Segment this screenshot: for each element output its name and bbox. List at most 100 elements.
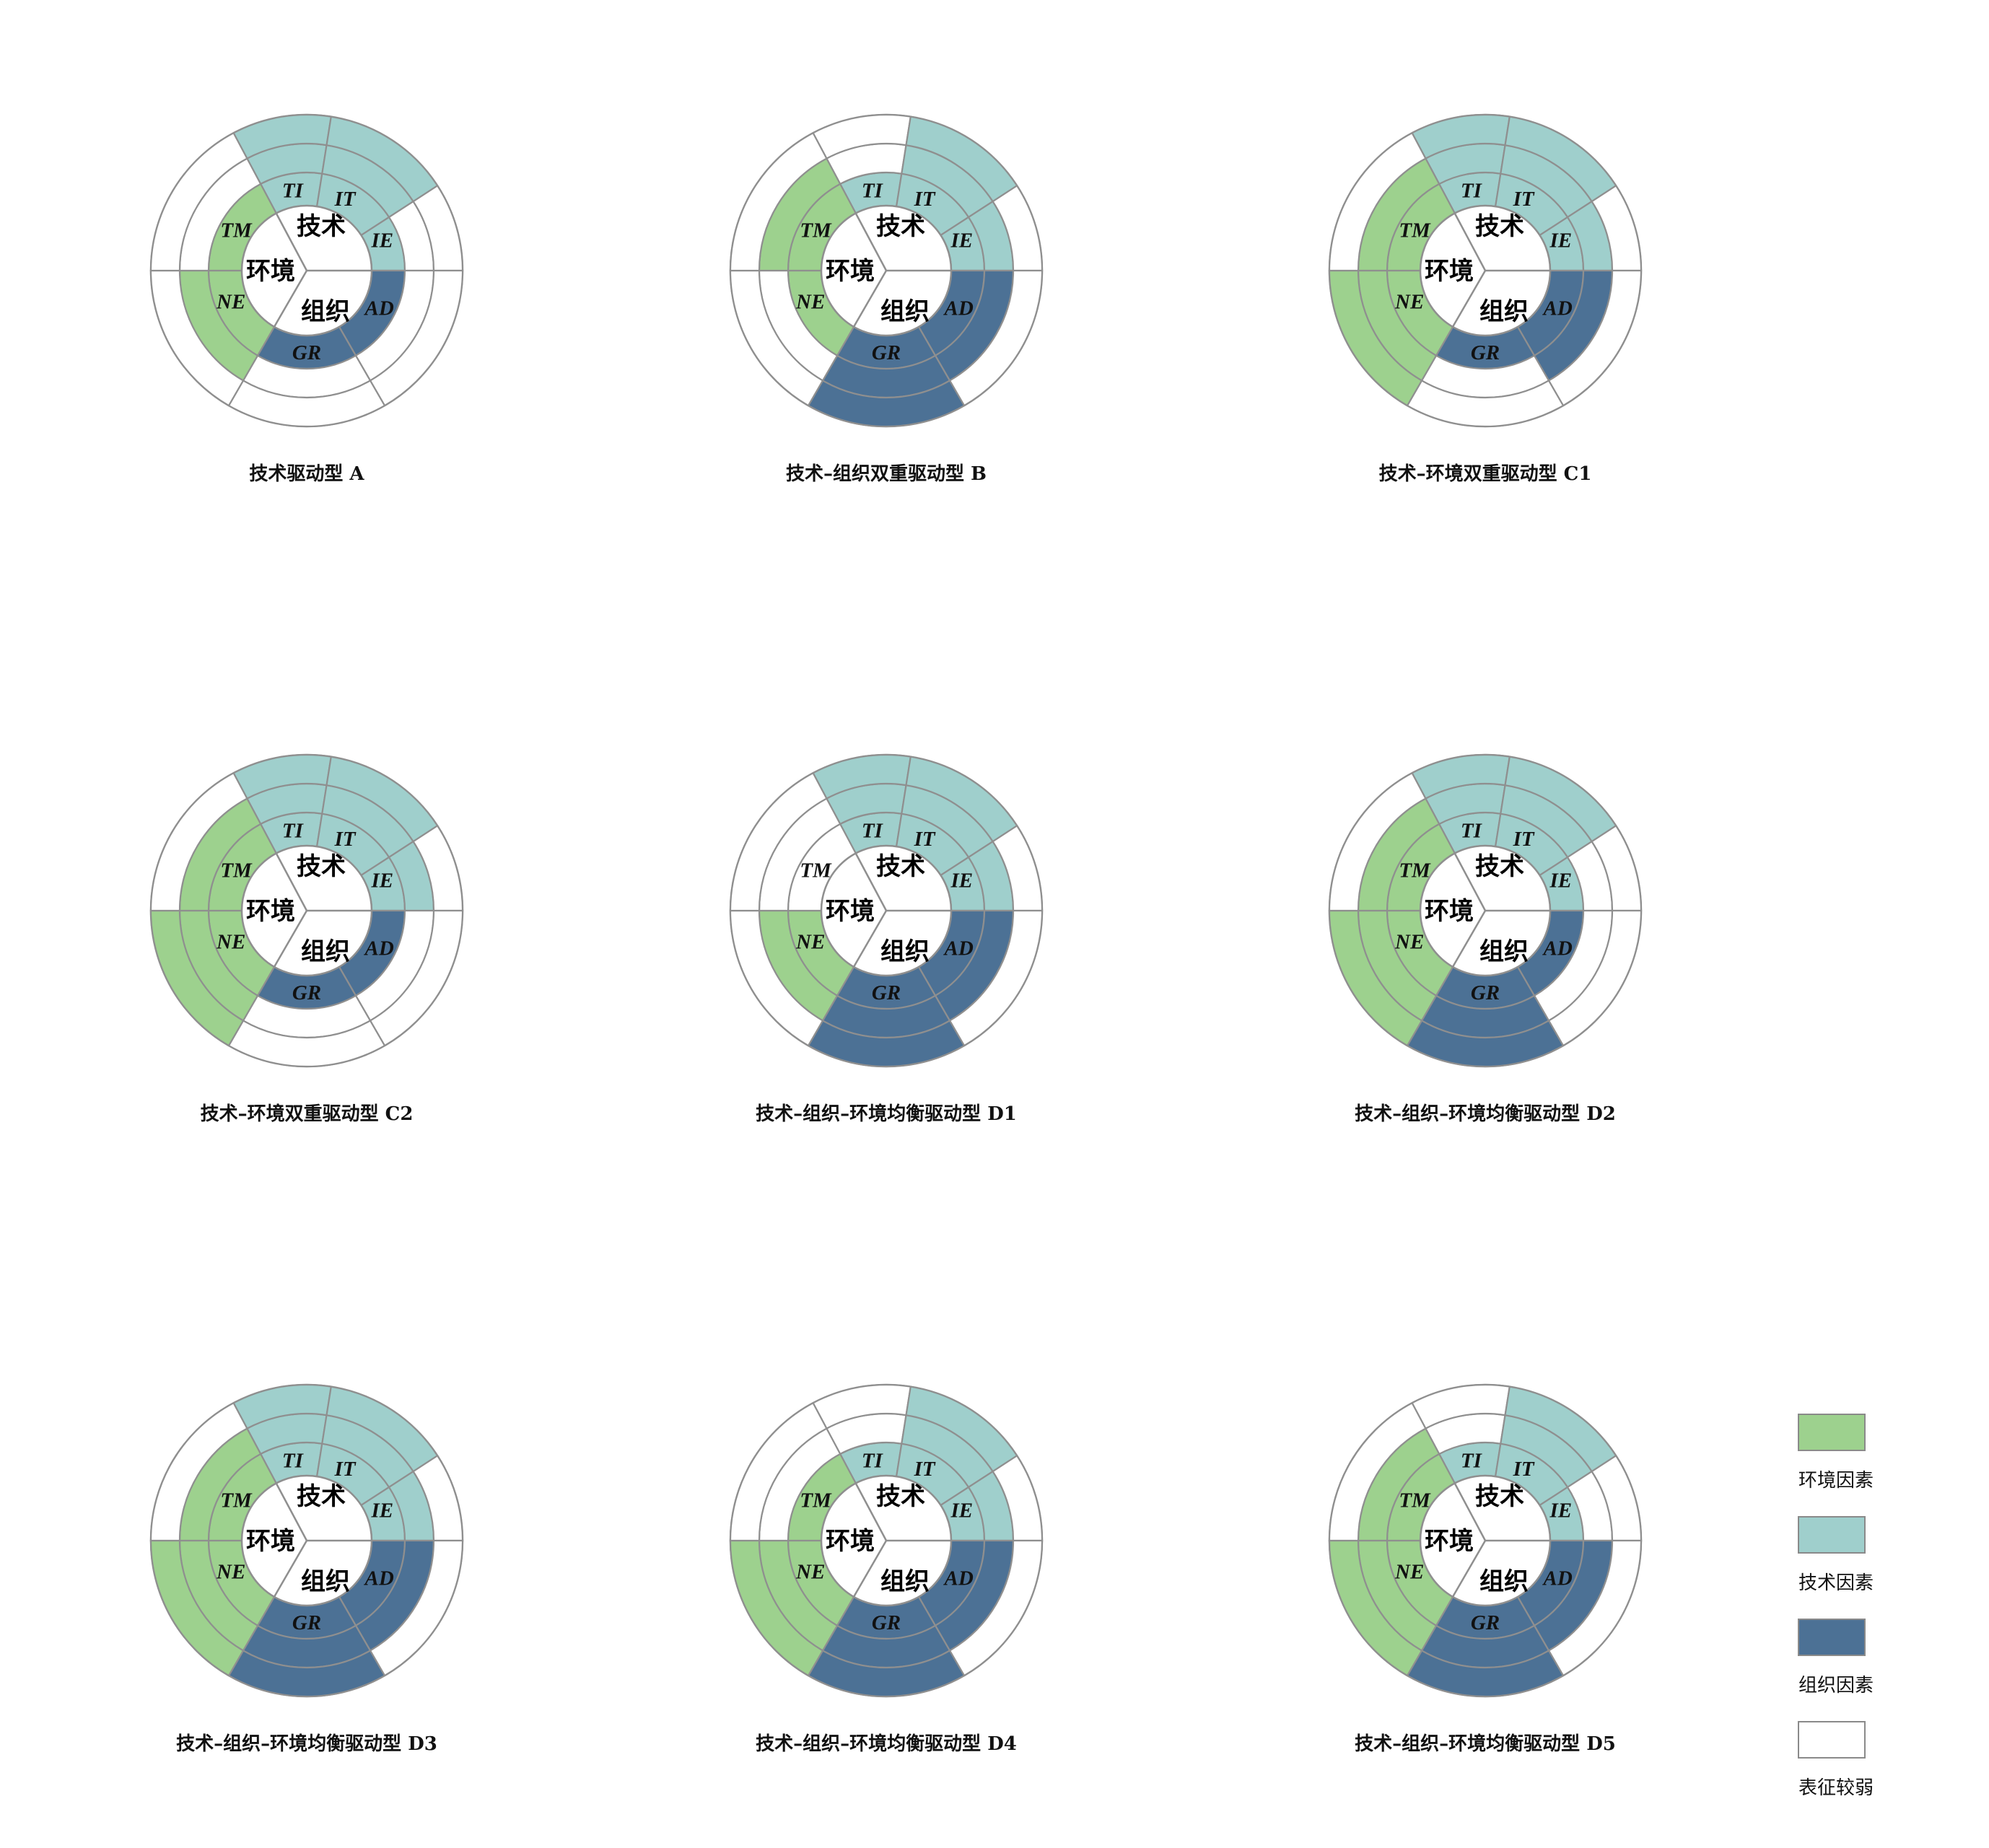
factor-sector-it: IT (895, 1385, 1018, 1507)
ring-segment (729, 909, 824, 1047)
ring-segment (807, 379, 966, 428)
ring-segment (1547, 269, 1643, 407)
diagram-caption: 技术–组织–环境均衡驱动型 D1 (756, 1103, 1017, 1125)
factor-label: TM (800, 1489, 832, 1512)
factor-label: TI (282, 820, 305, 843)
legend-swatch (1798, 1516, 1866, 1554)
factor-label: AD (364, 1567, 394, 1590)
factor-label: AD (943, 937, 974, 960)
factor-label: NE (1394, 290, 1424, 313)
factor-sector-ie: IE (1538, 1454, 1643, 1542)
factor-label: TM (220, 219, 253, 242)
category-label-organization: 组织 (301, 1567, 350, 1596)
factor-label: TM (220, 1489, 253, 1512)
core-divider (273, 910, 308, 968)
category-label-technology: 技术 (297, 212, 346, 241)
legend-swatch (1798, 1721, 1866, 1759)
factor-sector-gr: GR (1406, 1595, 1565, 1698)
core-divider (854, 212, 888, 271)
core-divider (854, 1482, 888, 1541)
factor-sector-ad: AD (338, 909, 464, 1047)
factor-sector-tm: TM (729, 131, 857, 272)
factor-sector-ie: IE (939, 824, 1044, 912)
diagram-caption: 技术–组织–环境均衡驱动型 D3 (176, 1733, 437, 1755)
category-label-technology: 技术 (1475, 1482, 1524, 1511)
factor-label: IE (950, 1499, 973, 1523)
category-label-organization: 组织 (880, 297, 930, 326)
factor-label: NE (795, 930, 825, 953)
core-divider (1451, 270, 1487, 328)
core-divider (275, 852, 308, 911)
factor-label: GR (872, 341, 901, 364)
factor-sector-ie: IE (939, 184, 1044, 272)
ring-segment (992, 824, 1044, 912)
factor-sector-ad: AD (917, 1539, 1044, 1677)
factor-sector-ad: AD (1516, 1539, 1643, 1677)
diagram-caption: 技术驱动型 A (249, 463, 364, 485)
factor-label: TI (862, 1450, 884, 1473)
core-divider (1451, 1540, 1487, 1598)
factor-label: IE (370, 870, 393, 893)
legend-label: 表征较弱 (1798, 1777, 1874, 1799)
factor-label: TI (1461, 820, 1483, 843)
factor-sector-gr: GR (227, 325, 386, 428)
factor-label: NE (1394, 930, 1424, 953)
factor-sector-ti: TI (812, 113, 912, 215)
ring-segment (905, 756, 1018, 843)
ring-segment (807, 1019, 966, 1068)
diagram-caption: 技术–环境双重驱动型 C2 (201, 1103, 414, 1125)
ring-segment (369, 909, 464, 1047)
factor-label: TM (800, 859, 832, 883)
factor-label: GR (292, 981, 321, 1004)
factor-sector-it: IT (895, 756, 1018, 877)
ring-segment (1504, 115, 1617, 203)
ring-segment (1591, 824, 1643, 912)
factor-label: NE (216, 1560, 245, 1583)
factor-label: AD (943, 297, 974, 320)
ring-segment (227, 1649, 386, 1698)
ring-segment (905, 115, 1018, 203)
ring-segment (992, 184, 1044, 272)
factor-label: TM (1399, 859, 1431, 883)
ring-segment (325, 756, 439, 843)
ring-segment (412, 1454, 464, 1542)
legend-label: 技术因素 (1798, 1572, 1874, 1594)
factor-label: GR (292, 1611, 321, 1634)
factor-sector-ne: NE (1328, 909, 1454, 1047)
diagram-caption: 技术–组织–环境均衡驱动型 D4 (756, 1733, 1017, 1755)
ring-segment (948, 909, 1044, 1047)
core-divider (852, 910, 888, 968)
factor-label: TM (220, 859, 253, 883)
category-label-organization: 组织 (1479, 937, 1529, 966)
ring-segment (412, 824, 464, 912)
core-divider (275, 212, 308, 271)
factor-label: TI (282, 180, 305, 203)
factor-label: TM (1399, 1489, 1431, 1512)
factor-sector-ne: NE (1328, 269, 1454, 407)
factor-label: IT (1513, 188, 1535, 211)
factor-label: TM (1399, 219, 1431, 242)
ring-segment (1504, 1385, 1617, 1473)
legend-item: 环境因素 (1798, 1414, 1874, 1492)
factor-sector-gr: GR (227, 1595, 386, 1698)
factor-label: TI (862, 180, 884, 203)
factor-label: NE (216, 290, 245, 313)
category-label-organization: 组织 (1479, 297, 1529, 326)
ring-segment (1328, 131, 1427, 272)
ring-segment (149, 269, 245, 407)
ring-segment (149, 909, 245, 1047)
category-label-technology: 技术 (876, 212, 925, 241)
diagram-caption: 技术–组织双重驱动型 B (786, 463, 987, 485)
factor-label: AD (364, 937, 394, 960)
diagram-caption: 技术–组织–环境均衡驱动型 D2 (1355, 1103, 1616, 1125)
factor-label: IT (1513, 828, 1535, 851)
factor-sector-tm: TM (729, 771, 857, 912)
category-label-organization: 组织 (1479, 1567, 1529, 1596)
ring-segment (1504, 756, 1617, 843)
factor-sector-ne: NE (149, 1539, 276, 1677)
ring-segment (1406, 379, 1565, 428)
